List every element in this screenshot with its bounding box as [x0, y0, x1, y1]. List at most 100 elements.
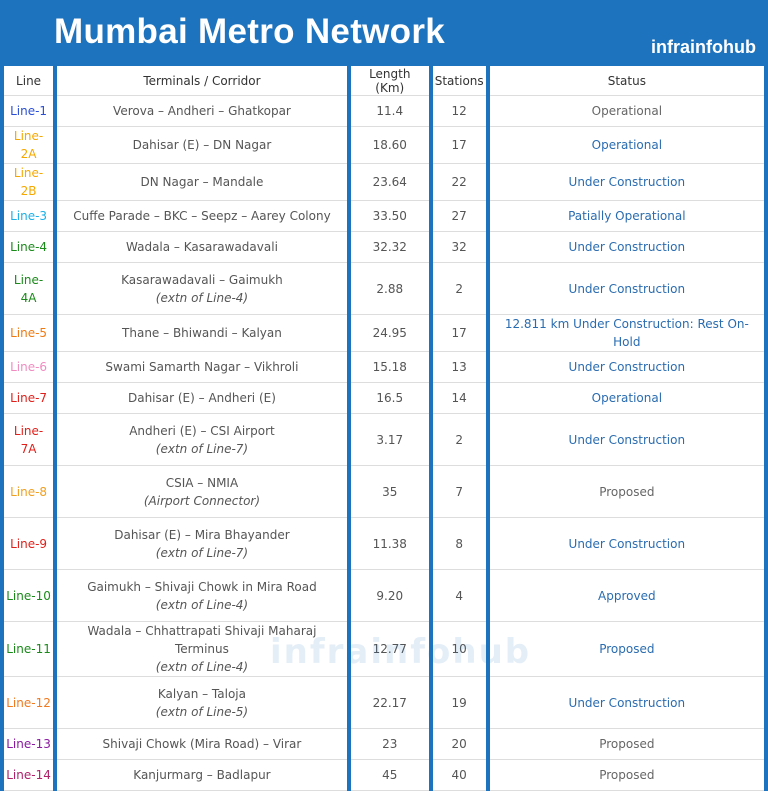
stations: 40	[432, 760, 486, 791]
terminals: Dahisar (E) – DN Nagar	[57, 127, 347, 164]
status: Under Construction	[489, 518, 764, 570]
line-name: Line-4	[4, 232, 54, 263]
table-row: Line-5 Thane – Bhiwandi – Kalyan 24.95 17 12…	[4, 315, 764, 352]
terminals: Kasarawadavali – Gaimukh (extn of Line-4)	[57, 263, 347, 315]
length: 23	[350, 729, 429, 760]
table-row: Line-6 Swami Samarth Nagar – Vikhroli 15.1…	[4, 352, 764, 383]
line-name: Line-8	[4, 466, 54, 518]
table-row: Line-10 Gaimukh – Shivaji Chowk in Mira R…	[4, 570, 764, 622]
stations: 2	[432, 414, 486, 466]
terminals: Gaimukh – Shivaji Chowk in Mira Road (ext…	[57, 570, 347, 622]
length: 45	[350, 760, 429, 791]
line-name: Line-4A	[4, 263, 54, 315]
line-name: Line-3	[4, 201, 54, 232]
corridor: Andheri (E) – CSI Airport	[129, 423, 275, 438]
status: Under Construction	[489, 352, 764, 383]
terminals: Andheri (E) – CSI Airport (extn of Line-7…	[57, 414, 347, 466]
status: Operational	[489, 127, 764, 164]
corridor-note: (Airport Connector)	[143, 493, 261, 508]
line-name: Line-7	[4, 383, 54, 414]
length: 11.4	[350, 96, 429, 127]
length: 32.32	[350, 232, 429, 263]
line-name: Line-2A	[4, 127, 54, 164]
length: 22.17	[350, 677, 429, 729]
column-header: Line	[4, 66, 54, 96]
table-row: Line-13 Shivaji Chowk (Mira Road) – Virar…	[4, 729, 764, 760]
status: Proposed	[489, 466, 764, 518]
corridor: CSIA – NMIA	[165, 475, 239, 490]
metro-table: Line Terminals / Corridor Length (Km) Stati…	[0, 66, 768, 791]
terminals: Thane – Bhiwandi – Kalyan	[57, 315, 347, 352]
status: Operational	[489, 383, 764, 414]
table-row: Line-2B DN Nagar – Mandale 23.64 22 Under Co…	[4, 164, 764, 201]
terminals: DN Nagar – Mandale	[57, 164, 347, 201]
terminals: Swami Samarth Nagar – Vikhroli	[57, 352, 347, 383]
title: Mumbai Metro Network	[54, 12, 446, 51]
table-row: Line-4 Wadala – Kasarawadavali 32.32 32 Unde…	[4, 232, 764, 263]
corridor: Kasarawadavali – Gaimukh	[121, 272, 283, 287]
corridor: Kalyan – Taloja	[157, 686, 246, 701]
corridor: Dahisar (E) – Andheri (E)	[127, 391, 276, 405]
stations: 13	[432, 352, 486, 383]
corridor: Wadala – Kasarawadavali	[126, 240, 278, 254]
terminals: Dahisar (E) – Andheri (E)	[57, 383, 347, 414]
terminals: Verova – Andheri – Ghatkopar	[57, 96, 347, 127]
status: Under Construction	[489, 232, 764, 263]
stations: 2	[432, 263, 486, 315]
corridor: Cuffe Parade – BKC – Seepz – Aarey Colon…	[73, 209, 331, 223]
corridor: Dahisar (E) – DN Nagar	[132, 138, 272, 152]
stations: 10	[432, 622, 486, 677]
terminals: Wadala – Chhattrapati Shivaji Maharaj Te…	[57, 622, 347, 677]
line-name: Line-1	[4, 96, 54, 127]
column-header: Stations	[432, 66, 486, 96]
corridor-note: (extn of Line-4)	[155, 290, 249, 305]
table-body: Line-1 Verova – Andheri – Ghatkopar 11.4 12…	[4, 96, 764, 791]
status: Proposed	[489, 622, 764, 677]
status: Operational	[489, 96, 764, 127]
corridor: DN Nagar – Mandale	[140, 175, 264, 189]
line-name: Line-6	[4, 352, 54, 383]
stations: 20	[432, 729, 486, 760]
corridor: Thane – Bhiwandi – Kalyan	[122, 326, 282, 340]
stations: 22	[432, 164, 486, 201]
table-row: Line-8 CSIA – NMIA (Airport Connector) 35 7 P…	[4, 466, 764, 518]
status: 12.811 km Under Construction: Rest On-Ho…	[489, 315, 764, 352]
stations: 19	[432, 677, 486, 729]
line-name: Line-2B	[4, 164, 54, 201]
table-row: Line-4A Kasarawadavali – Gaimukh (extn of …	[4, 263, 764, 315]
line-name: Line-9	[4, 518, 54, 570]
table-row: Line-1 Verova – Andheri – Ghatkopar 11.4 12…	[4, 96, 764, 127]
corridor-note: (extn of Line-7)	[155, 441, 249, 456]
terminals: Shivaji Chowk (Mira Road) – Virar	[57, 729, 347, 760]
line-name: Line-13	[4, 729, 54, 760]
status: Proposed	[489, 729, 764, 760]
corridor: Kanjurmarg – Badlapur	[133, 768, 271, 782]
column-header: Terminals / Corridor	[57, 66, 347, 96]
corridor-note: (extn of Line-7)	[155, 545, 249, 560]
header-row: Line Terminals / Corridor Length (Km) Stati…	[4, 66, 764, 96]
corridor: Swami Samarth Nagar – Vikhroli	[105, 360, 299, 374]
terminals: Dahisar (E) – Mira Bhayander (extn of Lin…	[57, 518, 347, 570]
table-row: Line-11 Wadala – Chhattrapati Shivaji Mah…	[4, 622, 764, 677]
stations: 8	[432, 518, 486, 570]
corridor-note: (extn of Line-4)	[155, 660, 249, 674]
column-header: Status	[489, 66, 764, 96]
line-name: Line-5	[4, 315, 54, 352]
length: 3.17	[350, 414, 429, 466]
length: 35	[350, 466, 429, 518]
terminals: Cuffe Parade – BKC – Seepz – Aarey Colon…	[57, 201, 347, 232]
stations: 32	[432, 232, 486, 263]
status: Under Construction	[489, 677, 764, 729]
terminals: Wadala – Kasarawadavali	[57, 232, 347, 263]
status: Proposed	[489, 760, 764, 791]
page: Mumbai Metro Network infrainfohub Line Te…	[4, 12, 764, 791]
length: 9.20	[350, 570, 429, 622]
line-name: Line-12	[4, 677, 54, 729]
stations: 4	[432, 570, 486, 622]
table-row: Line-3 Cuffe Parade – BKC – Seepz – Aarey…	[4, 201, 764, 232]
status: Patially Operational	[489, 201, 764, 232]
terminals: Kalyan – Taloja (extn of Line-5)	[57, 677, 347, 729]
table-row: Line-12 Kalyan – Taloja (extn of Line-5) 22…	[4, 677, 764, 729]
length: 15.18	[350, 352, 429, 383]
stations: 12	[432, 96, 486, 127]
